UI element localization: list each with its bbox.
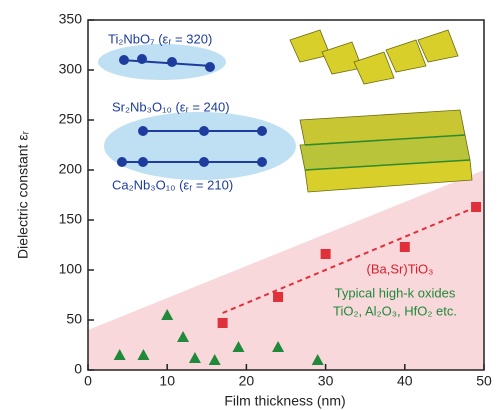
x-tick-label: 10	[159, 373, 175, 389]
x-tick-label: 0	[84, 373, 92, 389]
x-axis-label: Film thickness (nm)	[224, 393, 345, 409]
square-point	[321, 249, 331, 259]
y-tick-label: 300	[59, 61, 83, 77]
y-tick-label: 100	[59, 261, 83, 277]
x-tick-label: 20	[239, 373, 255, 389]
chart: Ti₂NbO₇ (εᵣ = 320) 050100150200250300350…	[0, 0, 500, 410]
y-axis-label: Dielectric constant εᵣ	[15, 130, 31, 259]
annotation: Sr₂Nb₃O₁₀ (εᵣ = 240)	[112, 99, 230, 114]
y-tick-label: 250	[59, 111, 83, 127]
crystal-structure	[290, 30, 472, 192]
y-tick-label: 150	[59, 211, 83, 227]
square-point	[218, 318, 228, 328]
series-label: Typical high-k oxides	[335, 285, 456, 300]
y-tick-label: 350	[59, 11, 83, 27]
x-tick-label: 40	[397, 373, 413, 389]
x-tick-label: 30	[318, 373, 334, 389]
x-tick-label: 50	[476, 373, 492, 389]
square-point	[400, 242, 410, 252]
annotation: Ti₂NbO₇ (εᵣ = 320)	[108, 31, 212, 46]
series-label: (Ba,Sr)TiO₃	[367, 261, 434, 276]
y-tick-label: 200	[59, 161, 83, 177]
annotation: Ca₂Nb₃O₁₀ (εᵣ = 210)	[112, 177, 233, 192]
square-point	[471, 202, 481, 212]
annotation: TiO₂, Al₂O₃, HfO₂ etc.	[333, 303, 457, 318]
square-point	[273, 292, 283, 302]
y-tick-label: 0	[74, 361, 82, 377]
y-tick-label: 50	[66, 311, 82, 327]
